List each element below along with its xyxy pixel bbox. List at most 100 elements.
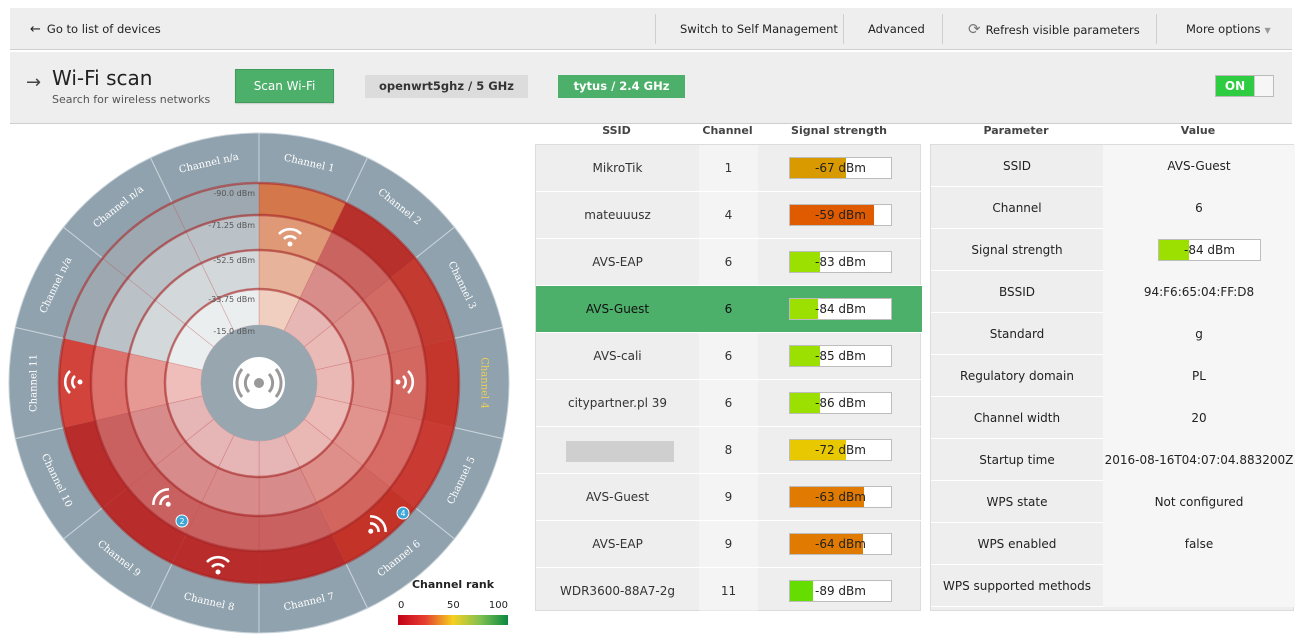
signal-value: -85 dBm <box>815 349 866 363</box>
wifi-network-icon[interactable] <box>361 513 389 541</box>
table-row[interactable]: AVS-EAP 6 -83 dBm <box>536 239 922 286</box>
parameter-value: 2016-08-16T04:07:04.883200Z <box>1103 439 1295 481</box>
ring-dbm-label: -90.0 dBm <box>213 189 255 198</box>
parameter-name: SSID <box>1002 159 1031 173</box>
column-header-ssid[interactable]: SSID <box>602 124 631 137</box>
scan-wifi-button[interactable]: Scan Wi-Fi <box>235 69 334 103</box>
parameter-value: Not configured <box>1103 481 1295 523</box>
ring-dbm-label: -33.75 dBm <box>208 295 255 304</box>
arrow-right-icon: → <box>26 72 42 93</box>
refresh-icon: ⟳ <box>968 20 981 38</box>
parameter-row: Regulatory domain PL <box>931 355 1295 397</box>
signal-value: -63 dBm <box>815 490 866 504</box>
signal-fill <box>790 534 863 554</box>
advanced-button[interactable]: Advanced <box>868 22 925 36</box>
ring-border <box>57 181 461 585</box>
parameter-value: 20 <box>1103 397 1295 439</box>
table-row[interactable]: AVS-Guest 6 -84 dBm <box>536 286 922 333</box>
more-options-dropdown[interactable]: More options ▼ <box>1186 8 1271 50</box>
signal-fill <box>790 299 819 319</box>
ssid-cell: MikroTik <box>592 161 643 175</box>
signal-strength-bar: -67 dBm <box>789 157 892 179</box>
divider <box>942 14 943 44</box>
signal-fill <box>790 252 821 272</box>
signal-strength-bar: -64 dBm <box>789 533 892 555</box>
channel-cell: 8 <box>699 427 758 474</box>
ssid-cell: AVS-Guest <box>585 302 650 316</box>
ssid-cell: AVS-Guest <box>585 490 650 504</box>
signal-ring-segment <box>388 345 428 421</box>
parameter-value: 6 <box>1103 187 1295 229</box>
parameter-row: Channel width 20 <box>931 397 1295 439</box>
channel-cell: 6 <box>699 239 758 286</box>
table-row[interactable]: AVS-cali 6 -85 dBm <box>536 333 922 380</box>
more-options-label: More options <box>1186 22 1261 36</box>
channel-cell: 6 <box>724 302 733 316</box>
wifi-network-icon[interactable] <box>395 370 415 394</box>
tab-5ghz[interactable]: openwrt5ghz / 5 GHz <box>365 75 528 98</box>
ring-border <box>163 287 355 479</box>
parameter-value: PL <box>1103 355 1295 397</box>
table-row[interactable]: citypartner.pl 39 6 -86 dBm <box>536 380 922 427</box>
ssid-cell: AVS-EAP <box>592 255 643 269</box>
signal-fill <box>790 581 814 601</box>
signal-value: -89 dBm <box>815 584 866 598</box>
wifi-wave-icon <box>243 372 251 394</box>
legend-title: Channel rank <box>411 578 495 591</box>
ring-dbm-label: -71.25 dBm <box>208 221 255 230</box>
table-row[interactable]: WDR3600-88A7-2g 11 -89 dBm <box>536 568 922 615</box>
self-management-button[interactable]: Switch to Self Management <box>680 22 838 36</box>
refresh-parameters-button[interactable]: ⟳ Refresh visible parameters <box>968 8 1140 50</box>
parameter-row: Signal strength -84 dBm <box>931 229 1295 271</box>
parameter-value: false <box>1103 523 1295 565</box>
wifi-wave-icon <box>235 368 244 398</box>
table-row[interactable]: MikroTik 1 -67 dBm <box>536 145 922 192</box>
parameter-name: Startup time <box>979 453 1055 467</box>
column-header-channel[interactable]: Channel <box>702 124 753 137</box>
wifi-toggle[interactable]: ON <box>1215 75 1274 97</box>
signal-strength-bar: -59 dBm <box>789 204 892 226</box>
signal-strength-bar: -84 dBm <box>1158 239 1261 261</box>
table-row[interactable]: mateuuusz 4 -59 dBm <box>536 192 922 239</box>
table-row[interactable]: AVS-EAP 9 -64 dBm <box>536 521 922 568</box>
signal-strength-bar: -84 dBm <box>789 298 892 320</box>
toggle-on-label: ON <box>1216 76 1254 96</box>
signal-value: -64 dBm <box>815 537 866 551</box>
signal-fill <box>790 487 864 507</box>
scan-results-table: MikroTik 1 -67 dBm mateuuusz 4 -59 dBm AVS-EAP… <box>535 144 922 615</box>
wifi-network-icon[interactable] <box>206 555 230 575</box>
parameter-row: WPS enabled false <box>931 523 1295 565</box>
signal-ring-segment <box>350 353 393 413</box>
table-row[interactable]: AVS-Guest 9 -63 dBm <box>536 474 922 521</box>
signal-fill <box>1159 240 1190 260</box>
ring-dbm-label: -52.5 dBm <box>213 256 255 265</box>
wifi-network-icon[interactable] <box>150 486 178 514</box>
wifi-network-icon[interactable] <box>63 370 83 394</box>
hidden-ssid-placeholder <box>566 441 674 462</box>
signal-fill <box>790 346 821 366</box>
refresh-label: Refresh visible parameters <box>985 23 1140 37</box>
ssid-cell: AVS-EAP <box>592 537 643 551</box>
parameter-row: Startup time 2016-08-16T04:07:04.883200Z <box>931 439 1295 481</box>
back-label: Go to list of devices <box>46 22 161 36</box>
parameter-row: BSSID 94:F6:65:04:FF:D8 <box>931 271 1295 313</box>
parameter-value: AVS-Guest <box>1103 145 1295 187</box>
legend-gradient-bar <box>398 615 508 625</box>
table-row[interactable]: 8 -72 dBm <box>536 427 922 474</box>
divider <box>843 14 844 44</box>
wifi-network-icon[interactable] <box>278 227 302 247</box>
parameter-name: WPS supported methods <box>942 579 1091 593</box>
tab-2-4ghz[interactable]: tytus / 2.4 GHz <box>558 75 685 98</box>
signal-fill <box>790 393 821 413</box>
signal-strength-bar: -72 dBm <box>789 439 892 461</box>
column-header-signal[interactable]: Signal strength <box>791 124 887 137</box>
channel-label: Channel 11 <box>29 354 40 412</box>
parameter-row: WPS state Not configured <box>931 481 1295 523</box>
page-header: → Wi-Fi scan Search for wireless network… <box>10 52 1292 124</box>
network-count-badge: 2 <box>175 514 189 528</box>
parameter-row: Standard g <box>931 313 1295 355</box>
parameter-name: WPS enabled <box>977 537 1057 551</box>
back-to-devices-link[interactable]: ← Go to list of devices <box>30 8 161 50</box>
channel-cell: 9 <box>699 521 758 568</box>
page-title: Wi-Fi scan <box>52 66 153 90</box>
